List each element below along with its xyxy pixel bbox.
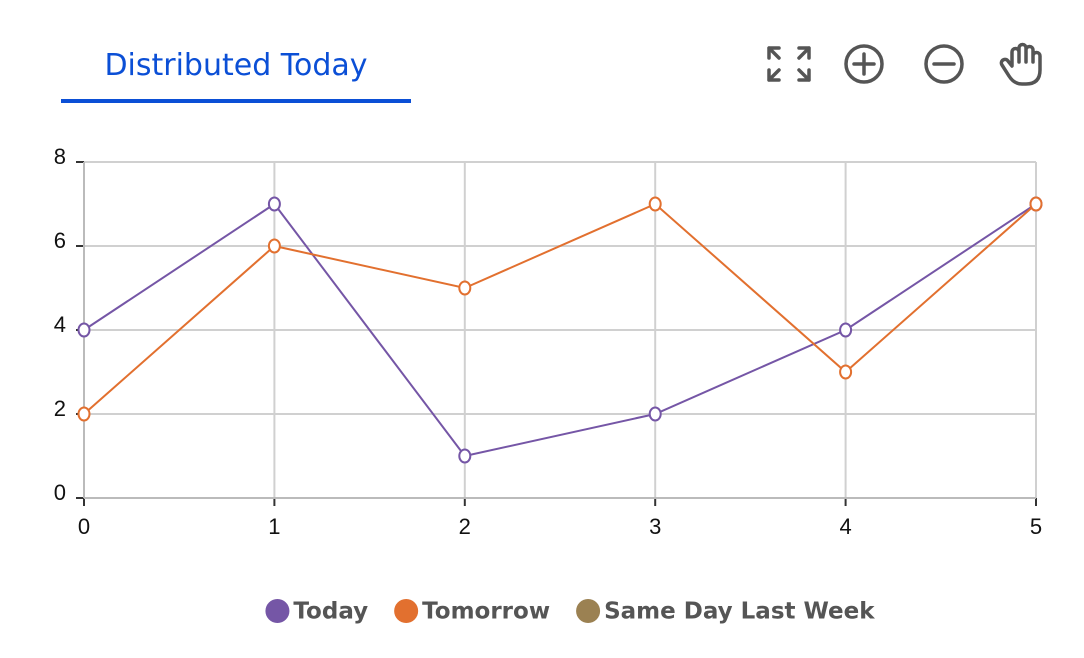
legend: Today Tomorrow Same Day Last Week <box>265 599 875 625</box>
x-tick-label: 0 <box>78 514 90 539</box>
legend-label: Tomorrow <box>422 599 550 625</box>
legend-label: Today <box>293 599 368 625</box>
legend-marker <box>576 599 601 623</box>
legend-label: Same Day Last Week <box>604 599 875 625</box>
pan-icon[interactable] <box>999 42 1042 86</box>
y-tick-label: 2 <box>54 396 66 421</box>
fullscreen-icon[interactable] <box>767 46 811 82</box>
y-tick-label: 0 <box>54 480 66 505</box>
plot: 0 2 4 6 8 0 1 2 3 4 5 <box>54 144 1043 539</box>
data-point <box>267 196 281 212</box>
data-point <box>458 280 472 296</box>
y-tick-label: 8 <box>54 144 66 169</box>
data-point <box>648 406 662 422</box>
y-tick-label: 6 <box>54 228 66 253</box>
legend-marker <box>394 599 419 623</box>
data-point <box>458 448 472 464</box>
series-line <box>83 202 1037 415</box>
tab-underline <box>61 99 411 103</box>
x-tick-label: 5 <box>1030 514 1042 539</box>
tab-title[interactable]: Distributed Today <box>104 48 367 83</box>
data-point <box>839 364 853 380</box>
data-point <box>1029 196 1043 212</box>
series-line <box>83 202 1037 458</box>
legend-marker <box>265 599 290 623</box>
x-tick-label: 4 <box>839 514 851 539</box>
data-point <box>267 238 281 254</box>
y-tick-label: 4 <box>54 312 66 337</box>
x-tick-label: 2 <box>459 514 471 539</box>
x-tick-label: 3 <box>649 514 661 539</box>
data-point <box>77 322 91 338</box>
data-point <box>839 322 853 338</box>
data-point <box>77 406 91 422</box>
x-tick-label: 1 <box>268 514 280 539</box>
data-point <box>648 196 662 212</box>
zoom-in-icon[interactable] <box>844 44 884 84</box>
zoom-out-icon[interactable] <box>924 44 964 84</box>
